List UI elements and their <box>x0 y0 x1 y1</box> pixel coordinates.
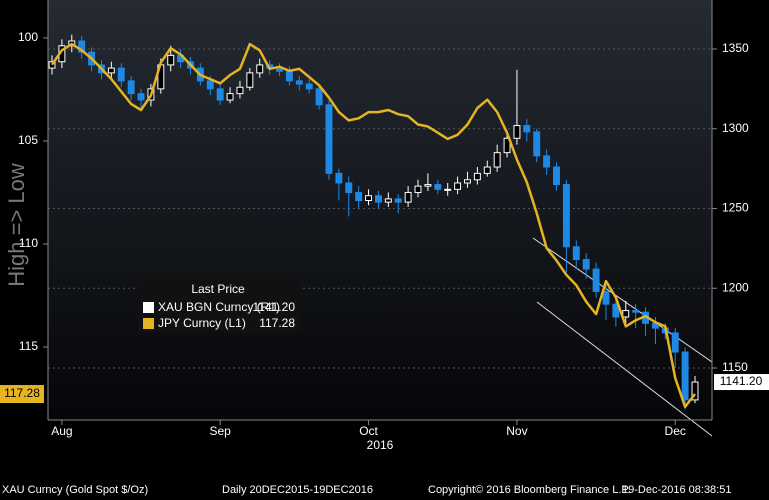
candle-body <box>256 64 264 74</box>
footer-text: Copyright© 2016 Bloomberg Finance L.P. <box>428 484 630 496</box>
channel-line <box>536 301 712 437</box>
candle-body <box>473 172 481 181</box>
candle-body <box>137 93 145 101</box>
plot-area <box>48 0 712 420</box>
candle-body <box>553 166 560 186</box>
candle-body <box>127 80 135 95</box>
marks <box>48 34 699 410</box>
y-tick-label: 115 <box>19 339 38 353</box>
candle-body <box>48 61 56 69</box>
candle-body <box>671 332 679 353</box>
last-value-box <box>0 385 44 404</box>
candle-body <box>325 104 333 174</box>
candle-body <box>612 303 620 318</box>
candle-body <box>315 88 323 106</box>
channel-line <box>532 237 712 363</box>
candle-body <box>464 179 471 184</box>
candle-body <box>454 182 462 190</box>
y2-tick-label: 1350 <box>722 41 749 55</box>
y2-tick-label: 1250 <box>722 201 749 215</box>
candle-body <box>305 83 313 90</box>
legend-title: Last Price <box>191 282 245 296</box>
candle-body <box>374 195 382 203</box>
legend-label: JPY Curncy (L1) <box>158 316 246 330</box>
last-value-label: 1141.20 <box>720 374 763 388</box>
candle-body <box>602 290 610 305</box>
candle-body <box>523 125 531 133</box>
candle-body <box>285 70 293 82</box>
last-value-box <box>714 374 769 391</box>
candle-body <box>345 182 353 194</box>
candle-body <box>503 137 511 154</box>
candle-body <box>107 67 115 74</box>
legend-swatch <box>143 318 154 329</box>
x-year-label: 2016 <box>367 438 394 452</box>
candle-body <box>78 40 86 53</box>
legend-box <box>138 276 300 332</box>
candle-body <box>622 310 630 318</box>
footer-text: XAU Curncy (Gold Spot $/Oz) <box>2 484 148 496</box>
candle-body <box>167 54 175 66</box>
candle-body <box>246 72 254 88</box>
candle-body <box>444 188 452 191</box>
candle-body <box>394 198 402 203</box>
candle-body <box>533 131 541 157</box>
x-tick-label: Oct <box>359 424 378 438</box>
legend-value: 117.28 <box>259 316 295 330</box>
y-tick-label: 105 <box>18 133 38 147</box>
candle-body <box>592 268 600 292</box>
candle-body <box>562 184 570 248</box>
line-series <box>50 42 696 409</box>
trend-channel <box>532 237 712 437</box>
y-tick-label: 110 <box>19 236 38 250</box>
x-tick-label: Sep <box>209 424 231 438</box>
candle-body <box>216 88 224 101</box>
y2-tick-label: 1200 <box>722 280 749 294</box>
candle-body <box>681 351 689 401</box>
candle-body <box>543 155 551 168</box>
candle-body <box>365 195 373 202</box>
y2-tick-label: 1150 <box>722 360 748 374</box>
candle-body <box>206 80 214 90</box>
candle-body <box>691 381 699 401</box>
candle-body <box>483 166 491 174</box>
candle-body <box>226 93 234 101</box>
candle-body <box>424 184 432 187</box>
candle-body <box>434 184 442 190</box>
footer-text: Daily 20DEC2015-19DEC2016 <box>222 484 373 496</box>
legend-swatch <box>143 302 154 313</box>
candle-body <box>236 86 244 95</box>
x-tick-label: Aug <box>51 424 72 438</box>
footer: XAU Curncy (Gold Spot $/Oz) Daily 20DEC20… <box>2 484 731 496</box>
candle-body <box>513 125 521 139</box>
footer-text: 19-Dec-2016 08:38:51 <box>622 484 731 496</box>
candle-body <box>117 67 125 82</box>
candle-body <box>335 172 343 184</box>
legend: Last Price XAU BGN Curncy (R1) 1141.20 J… <box>138 276 300 332</box>
x-tick-label: Dec <box>665 424 686 438</box>
candle-body <box>414 185 422 194</box>
candle-body <box>572 246 580 261</box>
candle-body <box>493 152 501 168</box>
legend-label: XAU BGN Curncy (R1) <box>158 300 280 314</box>
candle-body <box>295 80 303 85</box>
candle-body <box>632 310 640 313</box>
candle-body <box>384 198 392 203</box>
candle-body <box>582 259 590 270</box>
y2-tick-label: 1300 <box>722 121 749 135</box>
x-tick-label: Nov <box>506 424 527 438</box>
legend-value: 1141.20 <box>253 300 296 314</box>
candle-body <box>404 192 412 203</box>
candle-body <box>355 192 363 202</box>
y-axis-title: High => Low <box>4 163 29 287</box>
y-tick-label: 100 <box>18 30 38 44</box>
last-value-label: 117.28 <box>4 386 40 400</box>
